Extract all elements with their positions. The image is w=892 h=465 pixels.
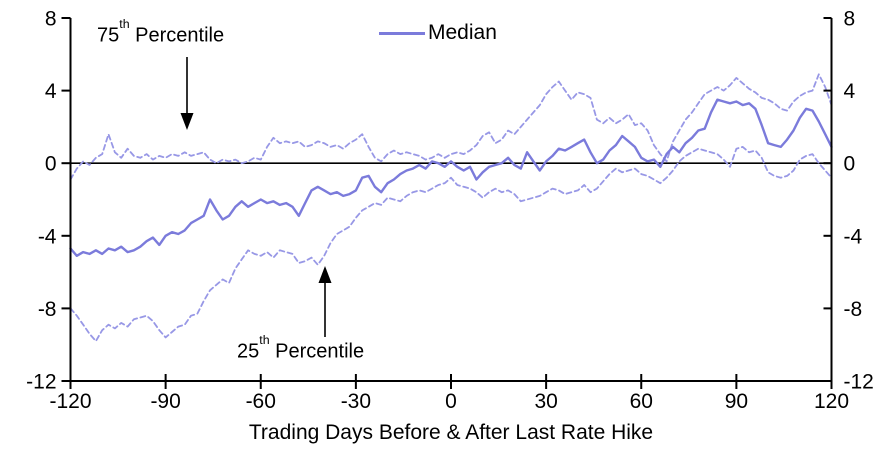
x-tick-label: -90 <box>150 390 180 413</box>
y-tick-label-right: 8 <box>844 8 856 31</box>
arrow-25th-head <box>318 266 332 283</box>
annotation-25th-number: 25 <box>237 340 260 363</box>
y-tick-label-left: -8 <box>38 298 57 321</box>
annotation-75th-number: 75 <box>97 24 120 47</box>
x-tick-label: 0 <box>445 390 457 413</box>
y-tick-label-right: -8 <box>844 298 863 321</box>
y-tick-label-left: 0 <box>45 153 57 176</box>
legend-label: Median <box>428 21 497 44</box>
arrow-75th-percentile <box>180 57 194 130</box>
y-tick-label-left: -4 <box>38 225 57 248</box>
y-tick-label-left: 8 <box>45 8 57 31</box>
series-25th-percentile <box>69 145 833 343</box>
x-tick-label: -30 <box>341 390 371 413</box>
x-tick-label: 30 <box>534 390 557 413</box>
x-tick-label: 60 <box>630 390 653 413</box>
x-tick-label: -60 <box>246 390 276 413</box>
y-tick-label-right: -12 <box>844 371 874 394</box>
x-tick-label: -120 <box>49 390 91 413</box>
x-tick-label: 120 <box>814 390 849 413</box>
annotation-75th-ordinal: th <box>119 17 130 32</box>
annotation-75th-text: Percentile <box>129 24 225 47</box>
legend-line-sample <box>379 31 425 35</box>
annotation-25th-ordinal: th <box>259 333 270 348</box>
y-tick-label-right: -4 <box>844 225 863 248</box>
x-tick-label: 90 <box>725 390 748 413</box>
x-axis-title: Trading Days Before & After Last Rate Hi… <box>248 421 654 444</box>
arrow-25th-percentile <box>318 266 332 337</box>
annotation-25th-percentile-label: 25th Percentile <box>237 333 365 364</box>
arrow-75th-head <box>180 113 194 130</box>
annotation-25th-text: Percentile <box>269 340 365 363</box>
y-tick-label-right: 0 <box>844 153 856 176</box>
annotation-75th-percentile-label: 75th Percentile <box>97 17 225 48</box>
annotation-arrows <box>180 57 332 337</box>
y-tick-label-right: 4 <box>844 80 856 103</box>
chart-legend: Median <box>379 21 497 45</box>
series-median <box>69 98 833 258</box>
series-75th-percentile <box>69 73 833 181</box>
y-tick-label-left: 4 <box>45 80 57 103</box>
y-tick-label-left: -12 <box>26 371 56 394</box>
